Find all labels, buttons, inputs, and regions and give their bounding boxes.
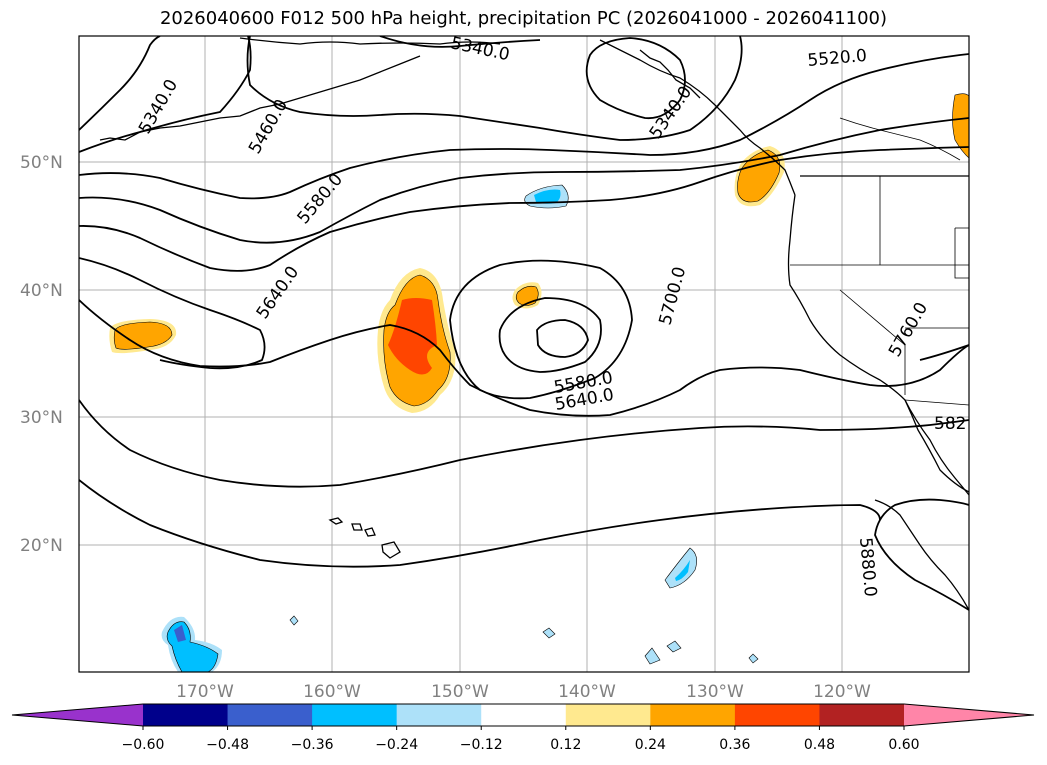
lon-label: 160°W [303, 682, 361, 702]
lat-label: 40°N [20, 281, 63, 301]
colorbar-box [396, 704, 482, 726]
contour-5580 [79, 117, 969, 244]
colorbar-box [819, 704, 905, 726]
lat-label: 20°N [20, 536, 63, 556]
colorbar-tick-label: −0.48 [206, 737, 249, 753]
contour-outer-low-2 [79, 479, 881, 568]
colorbar-box [227, 704, 313, 726]
lat-labels: 50°N 40°N 30°N 20°N [20, 153, 63, 556]
colorbar-tick-label: 0.24 [635, 737, 666, 753]
lat-label: 30°N [20, 408, 63, 428]
contour-low-ring-2 [498, 297, 602, 373]
colorbar-box [312, 704, 398, 726]
contour-5400 [246, 36, 743, 141]
colorbar-tick-label: −0.12 [460, 737, 503, 753]
lat-label: 50°N [20, 153, 63, 173]
contour-label: 582 [934, 414, 966, 434]
colorbar-box [481, 704, 567, 726]
colorbar-box [650, 704, 736, 726]
lon-label: 170°W [176, 682, 234, 702]
colorbar-tick-label: 0.60 [888, 737, 919, 753]
contour-5460 [79, 36, 252, 153]
contour-5880 [919, 344, 969, 361]
contour-5340-west [79, 36, 161, 131]
map-area [79, 36, 969, 672]
contour-5640 [79, 146, 969, 272]
map-frame [78, 35, 970, 673]
precip-shading [109, 93, 969, 672]
colorbar-tick-label: −0.36 [291, 737, 334, 753]
contour-low-ring-3 [536, 319, 589, 358]
contour-outer-low [79, 399, 969, 488]
height-contours [79, 36, 969, 611]
colorbar-box [143, 704, 229, 726]
lon-label: 150°W [431, 682, 489, 702]
lon-label: 120°W [813, 682, 871, 702]
colorbar-extend-high [904, 704, 1034, 726]
colorbar-box [565, 704, 651, 726]
lon-label: 140°W [558, 682, 616, 702]
lon-labels: 170°W 160°W 150°W 140°W 130°W 120°W [176, 682, 871, 702]
colorbar-extend-low [12, 704, 143, 726]
precip-negative-south [664, 547, 697, 589]
contour-5640-b [79, 257, 266, 370]
contour-low-ring-1 [449, 259, 633, 400]
colorbar-tick-label: −0.24 [375, 737, 418, 753]
colorbar-tick-label: 0.36 [719, 737, 750, 753]
lon-label: 130°W [686, 682, 744, 702]
contour-5700-main [79, 299, 969, 417]
colorbar-tick-label: 0.12 [550, 737, 581, 753]
colorbar-tick-label: 0.48 [804, 737, 835, 753]
contour-5340-low [585, 37, 686, 120]
contour-5340-north [379, 36, 541, 48]
colorbar: −0.60 −0.48 −0.36 −0.24 −0.12 0.12 0.24 0.36 0.4… [11, 703, 1035, 753]
map-title: 2026040600 F012 500 hPa height, precipit… [159, 8, 888, 29]
contour-se [874, 498, 969, 611]
colorbar-box [734, 704, 820, 726]
contour-5520 [79, 53, 969, 200]
colorbar-tick-label: −0.60 [122, 737, 165, 753]
